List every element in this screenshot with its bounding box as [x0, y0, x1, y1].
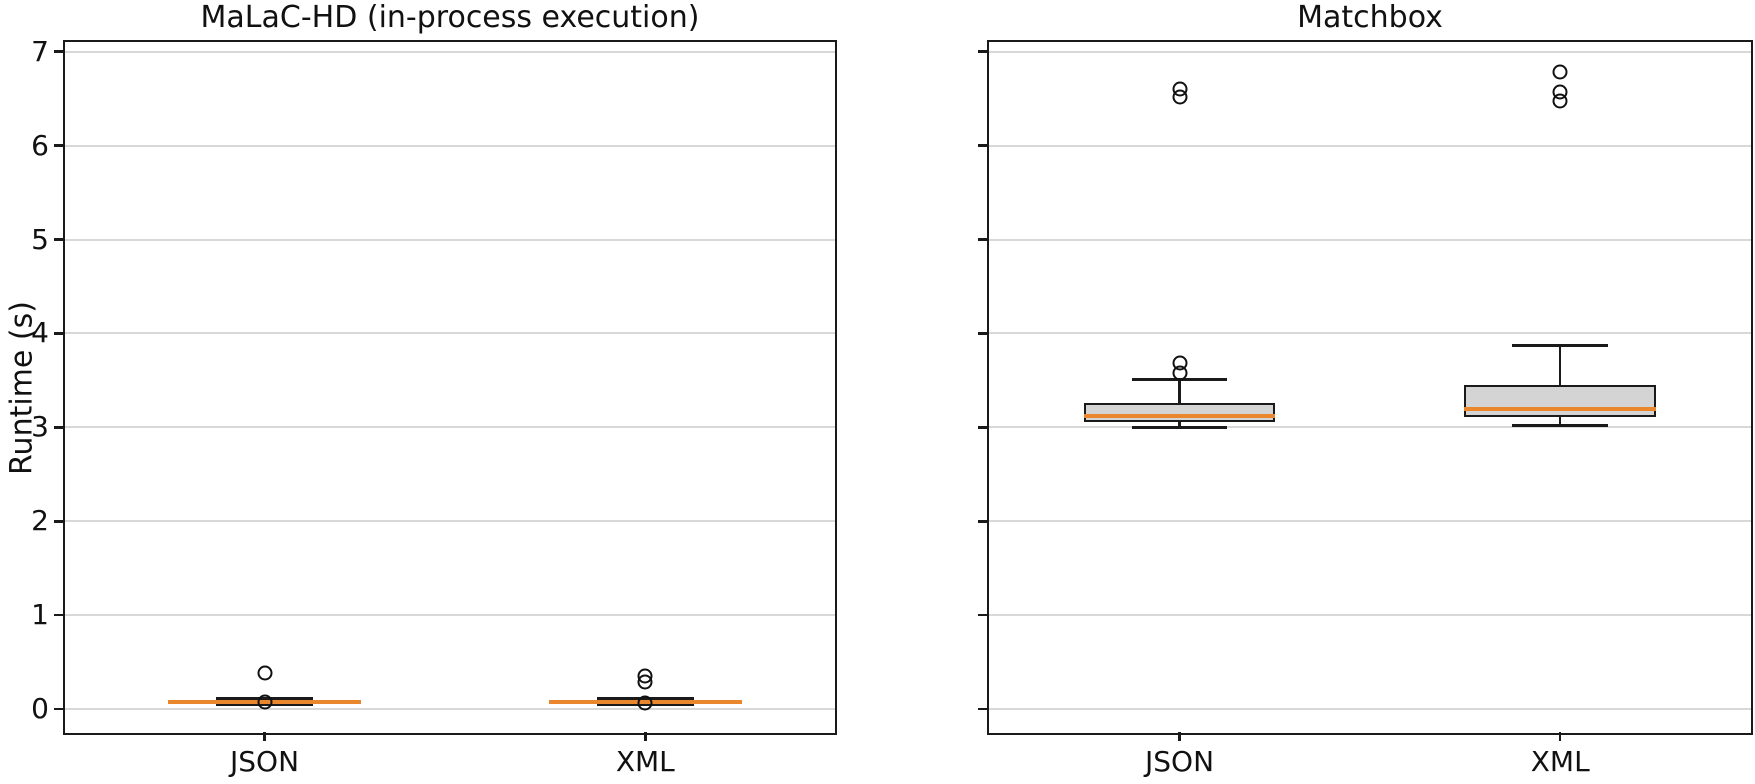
outlier-point: [257, 694, 272, 710]
y-tick-mark: [977, 50, 987, 53]
whisker-cap-lower: [1512, 424, 1609, 427]
y-tick-mark: [977, 707, 987, 711]
whisker-cap-upper: [1512, 344, 1609, 347]
axes-malachd: 0 1 2 3 4 5 6 7 JSON XML: [31, 35, 837, 778]
x-tick-mark: [1178, 732, 1181, 741]
y-tick-label: 4: [31, 316, 49, 350]
y-tick-mark: [53, 238, 63, 241]
y-tick-mark: [53, 613, 63, 617]
x-tick-mark: [1558, 732, 1562, 741]
y-tick-mark: [977, 520, 987, 523]
gridline: [65, 144, 835, 147]
boxplot-box: [1083, 402, 1276, 422]
y-tick-label: 5: [31, 222, 49, 256]
whisker-upper: [1558, 345, 1562, 386]
gridline: [989, 332, 1751, 335]
y-tick-mark: [977, 332, 987, 335]
gridline: [989, 614, 1751, 617]
y-tick-mark: [53, 520, 63, 523]
y-tick-mark: [977, 144, 987, 147]
gridline: [989, 238, 1751, 241]
boxplot-box: [1464, 385, 1656, 418]
y-tick-mark: [977, 426, 987, 429]
x-category-label: JSON: [1145, 745, 1215, 778]
y-tick-label: 3: [31, 410, 49, 444]
whisker-lower: [1558, 417, 1562, 426]
chart-title-matchbox: Matchbox: [1297, 0, 1443, 35]
whisker-upper: [1178, 379, 1181, 403]
y-tick-label: 0: [31, 692, 49, 726]
y-tick-mark: [53, 50, 63, 53]
outlier-point: [1552, 64, 1568, 80]
gridline: [989, 426, 1751, 429]
gridline: [989, 520, 1751, 523]
x-tick-mark: [263, 732, 266, 741]
y-tick-mark: [53, 426, 63, 429]
gridline: [65, 708, 835, 711]
outlier-point: [637, 674, 653, 690]
y-tick-mark: [53, 332, 63, 335]
outlier-point: [637, 695, 653, 711]
gridline: [65, 238, 835, 241]
whisker-lower: [1178, 421, 1181, 428]
y-tick-label: 6: [31, 128, 49, 162]
y-tick-label: 2: [31, 504, 49, 538]
gridline: [65, 520, 835, 523]
gridline: [65, 332, 835, 335]
whisker-cap-lower: [1131, 426, 1228, 429]
gridline: [989, 50, 1751, 53]
y-tick-mark: [977, 613, 987, 617]
axes-matchbox: JSON XML: [977, 40, 1753, 778]
y-tick-mark: [53, 707, 63, 711]
x-category-label: JSON: [229, 745, 300, 778]
gridline: [65, 614, 835, 617]
median-line: [1083, 414, 1276, 419]
outlier-point: [1552, 84, 1568, 100]
x-category-label: XML: [615, 745, 675, 778]
outlier-point: [1172, 81, 1188, 97]
outlier-point: [1172, 355, 1188, 371]
y-tick-label: 7: [31, 34, 49, 68]
gridline: [65, 50, 835, 53]
y-tick-mark: [977, 238, 987, 241]
x-tick-mark: [644, 732, 647, 741]
y-tick-mark: [53, 144, 63, 147]
gridline: [989, 708, 1751, 711]
chart-title-malachd: MaLaC-HD (in-process execution): [200, 0, 700, 35]
gridline: [65, 426, 835, 429]
median-line: [1464, 406, 1656, 411]
y-tick-label: 1: [31, 598, 49, 632]
x-category-label: XML: [1530, 745, 1590, 778]
gridline: [989, 144, 1751, 147]
outlier-point: [257, 665, 272, 680]
